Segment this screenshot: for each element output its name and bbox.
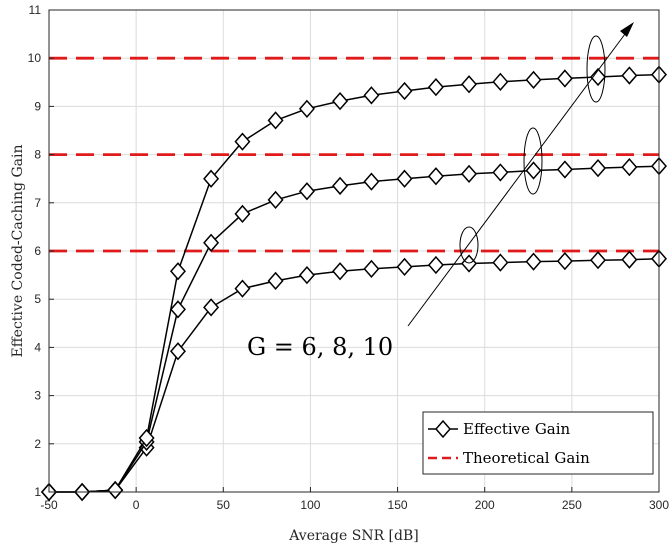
annotation: G = 6, 8, 10	[247, 22, 634, 361]
data-point-g8	[267, 190, 284, 210]
data-point-g6	[169, 342, 186, 361]
data-point-g10	[298, 99, 315, 118]
x-tick-label: 300	[649, 498, 669, 512]
data-point-g10	[461, 75, 478, 94]
x-tick-label: 150	[388, 498, 408, 512]
data-point-g6	[298, 265, 315, 285]
data-point-g10	[427, 77, 444, 97]
x-axis-label: Average SNR [dB]	[288, 528, 418, 544]
data-point-g10	[556, 69, 573, 88]
effective-series	[41, 65, 667, 502]
data-point-g6	[590, 251, 606, 270]
data-point-g8	[332, 176, 349, 196]
annotation-arrow	[407, 29, 629, 327]
x-tick-label: 250	[562, 498, 582, 512]
data-point-g8	[298, 182, 315, 201]
data-point-g8	[427, 167, 444, 186]
legend-effective-marker	[435, 419, 451, 439]
legend-box	[422, 411, 654, 475]
x-tick-label: -50	[40, 498, 58, 512]
y-tick-label: 2	[34, 437, 41, 451]
data-point-g6	[556, 251, 573, 271]
data-point-g8	[203, 233, 220, 252]
data-point-g10	[590, 67, 606, 87]
data-point-g10	[138, 428, 155, 448]
data-point-g8	[396, 169, 413, 188]
data-point-g8	[525, 161, 542, 180]
legend-theoretical-label: Theoretical Gain	[463, 449, 590, 467]
y-tick-label: 11	[29, 3, 42, 17]
data-point-g10	[363, 86, 380, 105]
x-tick-label: 200	[475, 498, 495, 512]
data-point-g8	[621, 157, 638, 177]
data-point-g6	[396, 257, 413, 277]
ticks: -50 0 50 100 150 200 250 300 1 2 3 4 5 6 7 8 9 10 11	[28, 3, 669, 512]
data-point-g6	[621, 250, 638, 269]
data-point-g8	[363, 172, 380, 191]
data-point-g6	[363, 259, 380, 278]
y-tick-label: 1	[34, 485, 41, 499]
data-point-g10	[234, 132, 251, 151]
data-point-g10	[492, 72, 509, 91]
legend-effective-label: Effective Gain	[463, 420, 571, 438]
data-point-g8	[234, 204, 251, 224]
data-point-g10	[332, 91, 349, 111]
y-tick-label: 6	[34, 244, 41, 258]
y-tick-label: 10	[28, 51, 42, 65]
data-point-g8	[169, 300, 186, 319]
data-point-g10	[525, 70, 542, 90]
x-tick-label: 50	[217, 498, 231, 512]
data-point-g8	[461, 164, 478, 184]
data-point-g8	[590, 158, 606, 178]
y-tick-label: 7	[34, 196, 41, 210]
y-axis-label: Effective Coded-Caching Gain	[10, 145, 26, 358]
y-tick-label: 9	[34, 99, 41, 113]
y-tick-label: 4	[34, 340, 41, 354]
data-point-g10	[169, 262, 186, 281]
data-point-g10	[267, 111, 284, 130]
annotation-ellipse-g8	[523, 127, 543, 195]
annotation-text: G = 6, 8, 10	[247, 333, 393, 361]
data-point-g10	[203, 169, 220, 188]
theoretical-lines	[49, 56, 659, 253]
data-point-g6	[203, 298, 220, 317]
data-point-g10	[621, 66, 638, 85]
data-point-g6	[525, 252, 542, 271]
data-point-g6	[234, 279, 251, 298]
x-tick-label: 0	[133, 498, 140, 512]
y-tick-label: 5	[34, 292, 41, 306]
data-point-g6	[492, 253, 509, 272]
data-point-g10	[396, 81, 413, 101]
data-point-g10	[107, 480, 124, 500]
annotation-ellipse-g10	[586, 35, 606, 103]
annotation-arrowhead	[620, 22, 634, 37]
y-tick-label: 8	[34, 148, 41, 162]
y-tick-label: 3	[34, 389, 41, 403]
data-point-g8	[492, 163, 509, 182]
data-point-g6	[267, 271, 284, 291]
annotation-ellipse-g6	[459, 226, 479, 264]
legend: Effective Gain Theoretical Gain	[422, 411, 654, 475]
data-point-g8	[556, 160, 573, 179]
data-point-g6	[427, 255, 444, 275]
data-point-g6	[332, 262, 349, 281]
x-tick-label: 100	[300, 498, 320, 512]
